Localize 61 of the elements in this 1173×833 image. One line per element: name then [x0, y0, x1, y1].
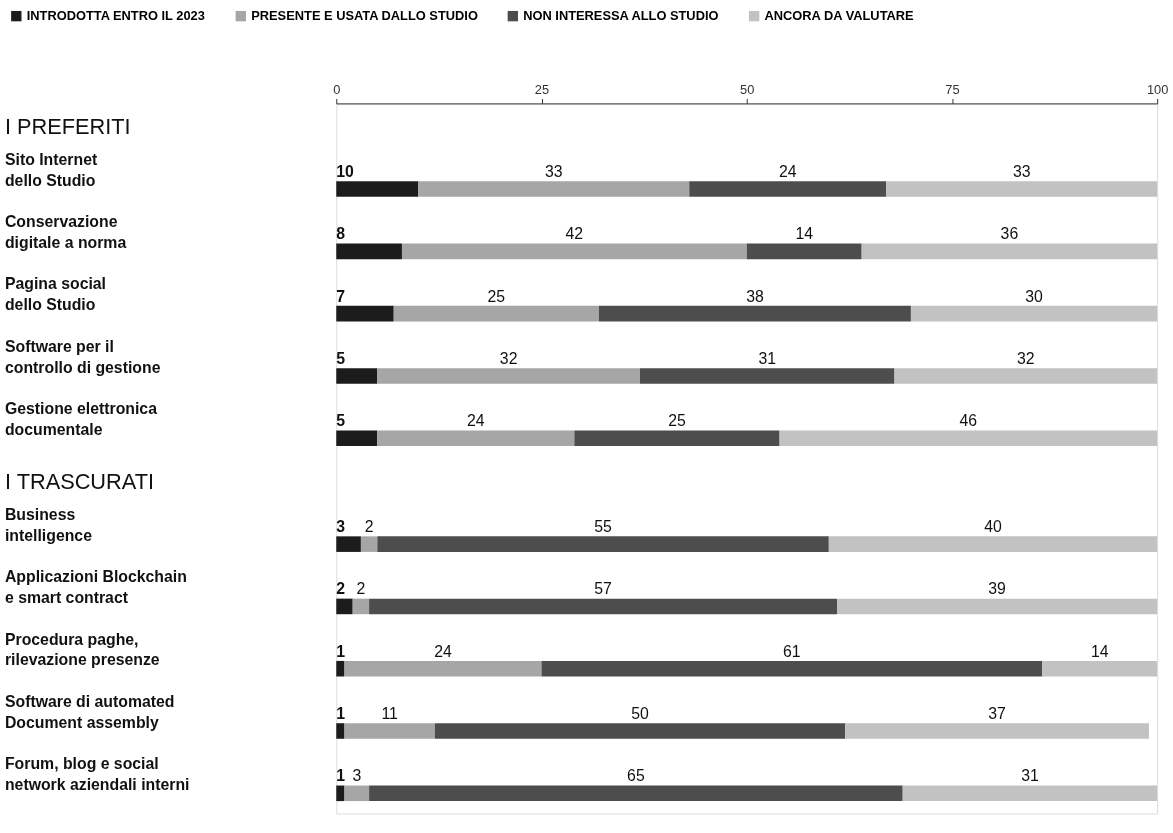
- y-tick-label: Procedura paghe, rilevazione presenze: [4, 630, 160, 669]
- y-tick-label: Conservazione digitale a norma: [4, 213, 127, 251]
- data-label: 33: [1012, 163, 1031, 181]
- data-label: 7: [336, 287, 346, 305]
- legend-label: PRESENTE E USATA DALLO STUDIO: [251, 8, 478, 24]
- text: I PREFERITI: [4, 114, 131, 140]
- data-label: 65: [627, 767, 645, 785]
- data-label: 24: [778, 163, 797, 181]
- x-tick-label: 50: [740, 82, 755, 98]
- legend-label: INTRODOTTA ENTRO IL 2023: [26, 8, 205, 24]
- y-tick-label: Software per il controllo di gestione: [4, 337, 161, 376]
- legend-label: ANCORA DA VALUTARE: [764, 8, 915, 24]
- text: I TRASCURATI: [4, 469, 154, 495]
- y-tick-label: Software di automated Document assembly: [4, 692, 175, 731]
- data-label: 24: [467, 412, 485, 430]
- data-label: 31: [1021, 767, 1039, 785]
- data-label: 61: [783, 642, 801, 660]
- data-label: 32: [499, 349, 518, 367]
- x-tick-label: 0: [333, 82, 341, 98]
- data-label: 46: [959, 412, 978, 430]
- data-label: 36: [1000, 225, 1019, 243]
- data-label: 25: [487, 287, 506, 305]
- data-label: 14: [795, 225, 814, 243]
- data-label: 42: [565, 225, 584, 243]
- data-label: 31: [758, 349, 777, 367]
- data-label: 1: [336, 705, 346, 723]
- data-label: 57: [594, 580, 612, 598]
- y-tick-label: Business intelligence: [4, 505, 93, 544]
- data-label: 24: [434, 642, 452, 660]
- data-label: 50: [631, 705, 649, 723]
- data-label: 5: [336, 349, 346, 367]
- y-tick-label: Applicazioni Blockchain e smart contract: [4, 568, 187, 606]
- data-label: 33: [545, 163, 563, 181]
- x-tick-label: 100: [1146, 82, 1169, 98]
- data-label: 39: [988, 580, 1007, 598]
- data-label: 1: [336, 767, 346, 785]
- data-label: 10: [336, 163, 355, 181]
- data-label: 25: [668, 412, 686, 430]
- data-label: 11: [381, 705, 399, 723]
- data-label: 3: [336, 518, 346, 536]
- data-label: 32: [1017, 349, 1035, 367]
- data-label: 14: [1090, 642, 1109, 660]
- data-label: 2: [336, 580, 346, 598]
- data-label: 40: [984, 518, 1002, 536]
- y-tick-label: Pagina social dello Studio: [4, 275, 107, 314]
- data-label: 8: [336, 225, 346, 243]
- data-label: 2: [364, 518, 374, 536]
- data-label: 5: [336, 412, 346, 430]
- legend-label: NON INTERESSA ALLO STUDIO: [523, 8, 719, 24]
- data-label: 37: [988, 705, 1006, 723]
- data-label: 3: [352, 767, 362, 785]
- data-label: 55: [594, 518, 613, 536]
- data-label: 1: [336, 642, 346, 660]
- y-tick-label: Gestione elettronica documentale: [4, 400, 158, 438]
- data-label: 38: [746, 287, 764, 305]
- data-label: 2: [356, 580, 366, 598]
- y-tick-label: Sito Internet dello Studio: [4, 150, 98, 189]
- x-tick-label: 25: [534, 82, 550, 98]
- data-label: 30: [1025, 287, 1044, 305]
- x-tick-label: 75: [945, 82, 960, 98]
- y-tick-label: Forum, blog e social network aziendali interni: [4, 755, 190, 793]
